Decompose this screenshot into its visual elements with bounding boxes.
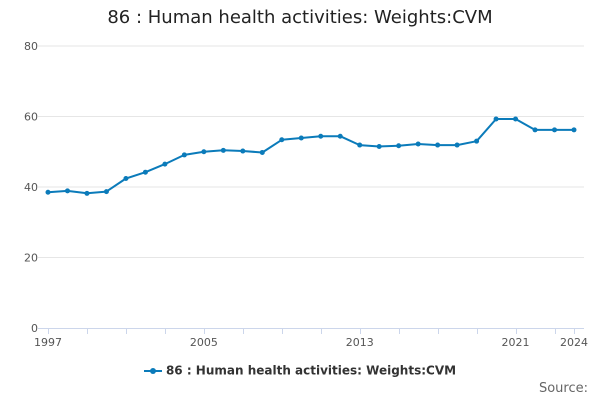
data-point[interactable]: [181, 152, 187, 158]
data-point[interactable]: [103, 189, 109, 195]
data-point[interactable]: [45, 189, 51, 195]
legend-label: 86 : Human health activities: Weights:CV…: [165, 363, 457, 378]
series-line-group: [47, 118, 574, 195]
data-point[interactable]: [435, 142, 441, 148]
data-point[interactable]: [84, 190, 90, 196]
data-point[interactable]: [513, 116, 519, 122]
data-point[interactable]: [259, 149, 265, 155]
x-tick-label: 2021: [502, 336, 530, 349]
y-tick-label: 60: [24, 111, 38, 124]
legend-marker-icon: [143, 366, 162, 376]
data-point[interactable]: [142, 169, 148, 175]
data-point[interactable]: [318, 133, 324, 139]
data-point[interactable]: [162, 161, 168, 167]
y-axis-tick-labels: 0 20 40 60 80: [24, 40, 38, 335]
data-point[interactable]: [552, 127, 558, 133]
x-tick-label: 2013: [346, 336, 374, 349]
data-point[interactable]: [454, 142, 460, 148]
legend[interactable]: 86 : Human health activities: Weights:CV…: [0, 363, 600, 378]
data-point[interactable]: [123, 176, 129, 182]
series-line[interactable]: [47, 118, 574, 195]
gridlines: [38, 45, 584, 258]
data-points: [45, 116, 577, 196]
data-point[interactable]: [376, 143, 382, 149]
data-point[interactable]: [493, 116, 499, 122]
data-point[interactable]: [298, 135, 304, 141]
data-point[interactable]: [279, 137, 285, 143]
data-point[interactable]: [474, 138, 480, 144]
y-tick-label: 80: [24, 40, 38, 53]
y-tick-label: 40: [24, 181, 38, 194]
x-axis: [38, 328, 584, 334]
y-tick-label: 20: [24, 252, 38, 265]
data-point[interactable]: [571, 127, 577, 133]
data-point[interactable]: [201, 149, 207, 155]
x-tick-label: 2005: [190, 336, 218, 349]
data-point[interactable]: [532, 127, 538, 133]
source-label: Source:: [538, 381, 588, 396]
data-point[interactable]: [357, 142, 363, 148]
x-tick-label: 2024: [560, 336, 588, 349]
x-tick-label: 1997: [34, 336, 62, 349]
x-axis-tick-labels: 1997 2005 2013 2021 2024: [34, 336, 588, 349]
data-point[interactable]: [396, 143, 402, 149]
chart-title: 86 : Human health activities: Weights:CV…: [107, 7, 493, 28]
data-point[interactable]: [220, 147, 226, 153]
data-point[interactable]: [337, 133, 343, 139]
data-point[interactable]: [415, 141, 421, 147]
data-point[interactable]: [64, 188, 70, 194]
data-point[interactable]: [240, 148, 246, 154]
y-tick-label: 0: [31, 322, 38, 335]
